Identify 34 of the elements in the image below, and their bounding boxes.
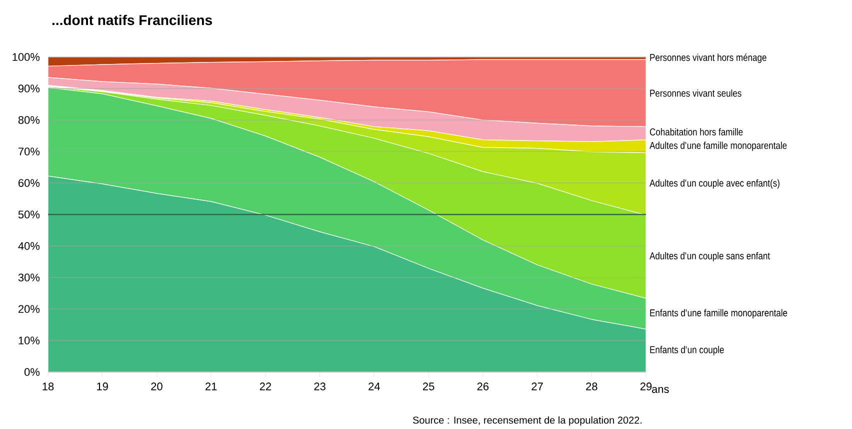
series-label: Enfants d'un couple <box>650 346 724 356</box>
x-tick-label: 19 <box>97 382 108 390</box>
y-tick-label: 50% <box>18 210 40 218</box>
y-tick-label: 80% <box>18 116 40 124</box>
x-tick-label: 20 <box>151 382 162 390</box>
source-note: Source : Insee, recensement de la population 2022. <box>412 416 642 426</box>
x-tick-label: 28 <box>586 382 598 390</box>
series-label: Enfants d'une famille monoparentale <box>650 309 788 318</box>
series-label: Personnes vivant seules <box>650 89 742 97</box>
series-label: Adultes d'une famille monoparentale <box>650 142 787 151</box>
series-label: Adultes d'un couple avec enfant(s) <box>650 179 780 189</box>
x-tick-label: 29 <box>640 382 652 390</box>
y-tick-label: 40% <box>18 242 40 250</box>
y-tick-label: 60% <box>18 179 40 187</box>
y-tick-label: 90% <box>18 84 40 92</box>
x-tick-label: 21 <box>206 382 217 390</box>
x-tick-label: 26 <box>477 382 489 390</box>
y-tick-label: 20% <box>18 305 40 313</box>
x-tick-label: 18 <box>42 382 54 390</box>
x-tick-label: 24 <box>368 382 380 390</box>
x-axis-title: ans <box>652 386 669 394</box>
series-label: Personnes vivant hors ménage <box>650 54 766 63</box>
y-tick-label: 0% <box>24 368 40 376</box>
x-tick-label: 25 <box>422 382 434 390</box>
y-tick-label: 10% <box>18 336 40 344</box>
x-tick-label: 23 <box>314 382 326 390</box>
y-tick-label: 100% <box>12 53 40 61</box>
chart-title: ...dont natifs Franciliens <box>52 14 212 26</box>
x-tick-label: 22 <box>260 382 272 390</box>
series-label: Cohabitation hors famille <box>650 128 743 136</box>
x-tick-label: 27 <box>532 382 543 390</box>
series-label: Adultes d'un couple sans enfant <box>650 252 770 262</box>
y-tick-label: 70% <box>18 148 40 156</box>
y-tick-label: 30% <box>18 274 40 282</box>
